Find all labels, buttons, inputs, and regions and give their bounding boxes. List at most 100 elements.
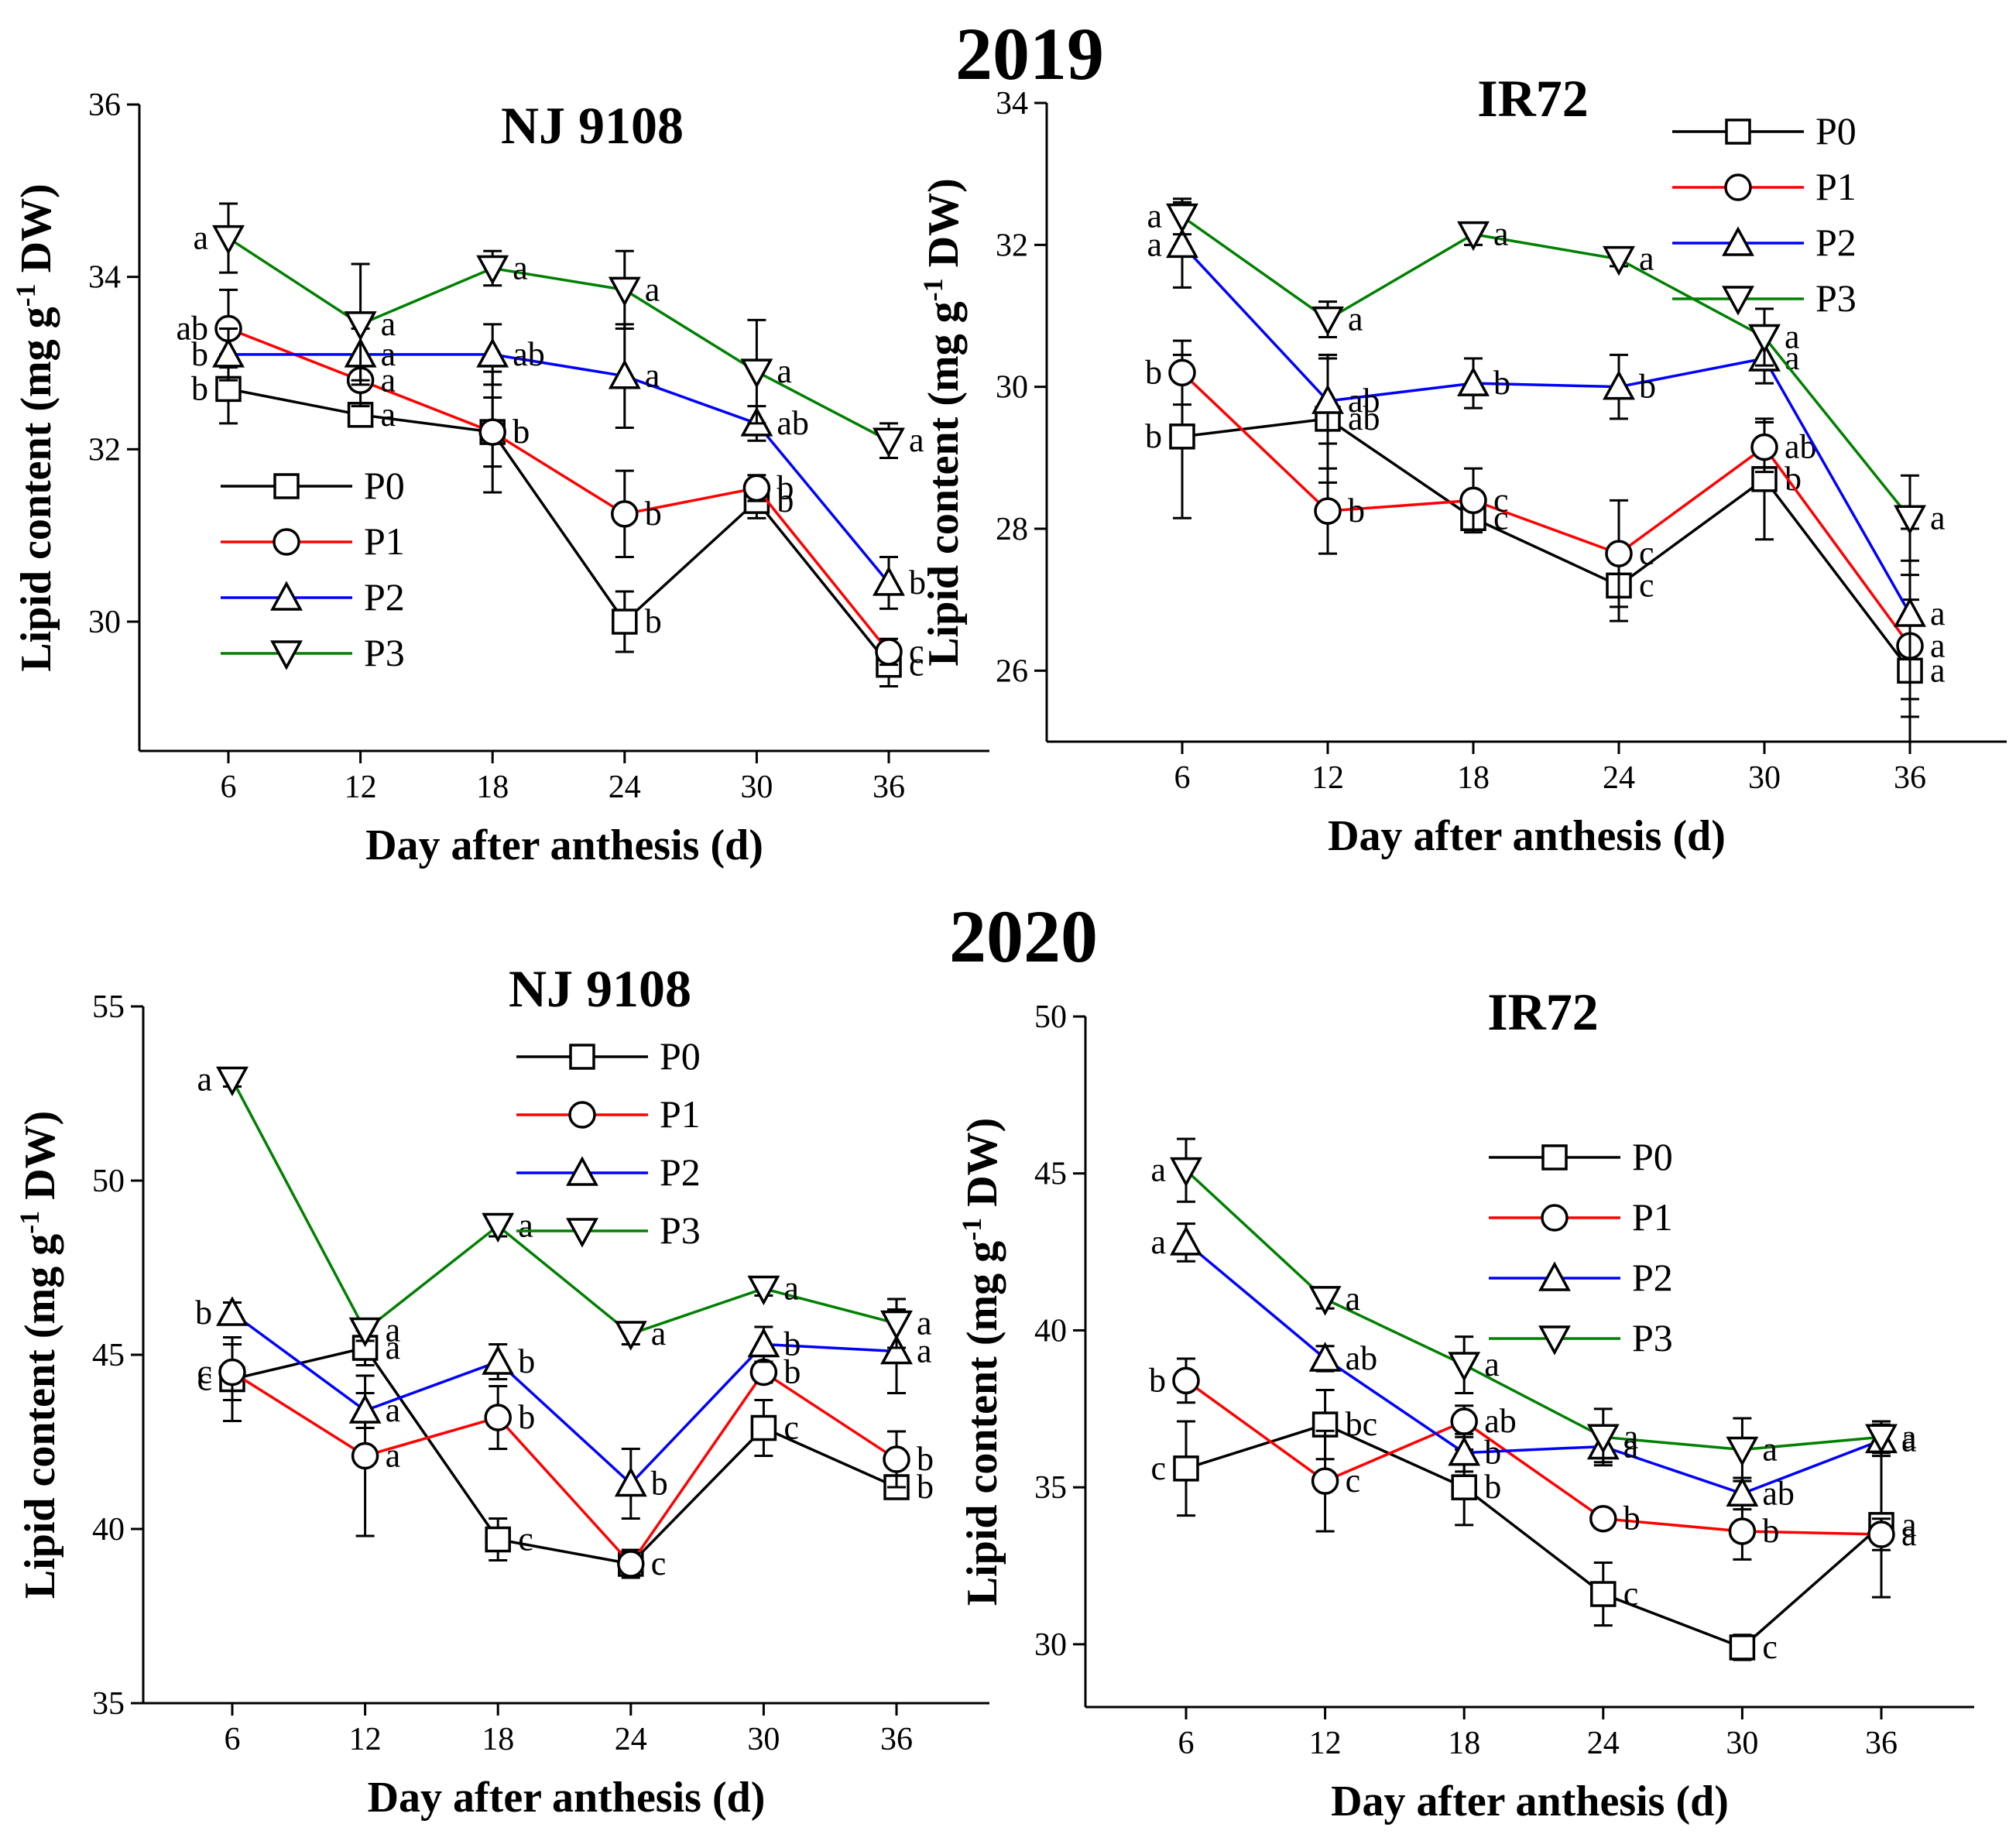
x-tick-label: 36 <box>1865 1726 1898 1761</box>
data-point-p1 <box>1867 1520 1895 1548</box>
significance-letter: b <box>777 468 794 506</box>
significance-letter: c <box>1639 566 1654 604</box>
data-point-p1 <box>742 474 771 502</box>
significance-letter: ab <box>777 404 809 442</box>
significance-letter: ab <box>1348 382 1380 420</box>
significance-letter: c <box>197 1353 212 1391</box>
significance-letter: c <box>197 1360 212 1398</box>
y-tick-label: 45 <box>92 1338 125 1373</box>
significance-letter: a <box>1930 499 1946 536</box>
data-point-p1 <box>1459 486 1487 515</box>
x-axis-label: Day after anthesis (d) <box>365 821 763 869</box>
x-tick-label: 18 <box>476 770 509 805</box>
year-title-2020: 2020 <box>949 895 1098 978</box>
legend-label-p0: P0 <box>364 464 405 507</box>
series-line-p3 <box>1185 1169 1882 1452</box>
series-line-p2 <box>228 353 890 584</box>
significance-letter: a <box>381 361 396 399</box>
legend-marker-p3 <box>270 640 303 670</box>
significance-letter: c <box>1623 1575 1639 1613</box>
y-axis-label-superscript: -1 <box>10 283 41 307</box>
data-point-p3 <box>1894 505 1926 535</box>
y-tick-label: 34 <box>88 260 121 296</box>
significance-letter: c <box>1493 481 1509 519</box>
significance-letter: b <box>1348 492 1365 530</box>
significance-letter: a <box>1346 1280 1361 1318</box>
significance-letter: a <box>1930 626 1946 664</box>
legend-marker-p0 <box>569 1044 595 1070</box>
significance-letter: c <box>651 1544 667 1582</box>
y-tick-label: 50 <box>92 1164 125 1199</box>
legend-label-p2: P2 <box>1815 221 1857 264</box>
data-point-p1 <box>478 418 506 446</box>
chart-title: NJ 9108 <box>509 959 691 1018</box>
data-point-p2 <box>880 1334 913 1365</box>
data-point-p1 <box>883 1445 910 1473</box>
data-point-p2 <box>212 338 245 368</box>
significance-letter: b <box>1639 368 1656 406</box>
data-point-p2 <box>476 338 509 368</box>
data-point-p2 <box>873 566 905 596</box>
y-tick-label: 30 <box>1034 1627 1067 1663</box>
series-line-p3 <box>228 237 890 442</box>
x-axis-label: Day after anthesis (d) <box>1328 812 1726 860</box>
y-tick-label: 35 <box>1034 1470 1067 1506</box>
significance-letter: b <box>651 1465 668 1503</box>
y-tick-label: 55 <box>92 989 125 1025</box>
data-point-p2 <box>1448 1435 1481 1466</box>
significance-letter: ab <box>1785 428 1817 466</box>
data-point-p0 <box>1729 1634 1756 1661</box>
legend-marker-p0 <box>273 473 300 499</box>
y-axis-label: Lipid content (mg g-1 DW) <box>14 1111 64 1599</box>
legend-marker-p3 <box>1722 286 1754 316</box>
significance-letter: a <box>386 1391 401 1429</box>
year-title-2019: 2019 <box>955 12 1104 95</box>
significance-letter: b <box>777 482 794 519</box>
data-point-p3 <box>344 311 377 341</box>
legend-marker-p2 <box>1538 1261 1571 1291</box>
data-point-p3 <box>1603 245 1635 276</box>
significance-letter: b <box>783 1353 801 1391</box>
x-axis-label: Day after anthesis (d) <box>1331 1777 1729 1825</box>
significance-letter: a <box>1147 225 1162 263</box>
data-point-p1 <box>1589 1504 1617 1533</box>
legend-marker-p1 <box>273 528 300 556</box>
series-line-p0 <box>231 1346 897 1565</box>
significance-letter: c <box>909 632 924 670</box>
data-point-p0 <box>612 608 638 635</box>
x-tick-label: 6 <box>221 770 237 805</box>
data-point-p1 <box>218 1358 246 1387</box>
significance-letter: b <box>645 495 662 533</box>
y-tick-label: 28 <box>996 512 1028 547</box>
data-point-p3 <box>1308 1286 1342 1316</box>
data-point-p2 <box>482 1345 515 1375</box>
data-point-p3 <box>747 1275 780 1306</box>
data-point-p2 <box>747 1327 780 1358</box>
significance-letter: a <box>1639 240 1654 278</box>
y-axis-label: Lipid content (mg g-1 DW) <box>10 183 60 671</box>
y-axis-label-superscript: -1 <box>14 1211 45 1234</box>
series-line-p0 <box>1181 417 1911 672</box>
y-tick-label: 35 <box>92 1686 125 1722</box>
significance-letter: a <box>917 1304 932 1342</box>
significance-letter: a <box>1150 1223 1166 1261</box>
significance-letter: b <box>1484 1468 1501 1506</box>
significance-letter: ab <box>1348 399 1380 437</box>
x-tick-label: 18 <box>1457 760 1490 796</box>
series-line-p1 <box>228 327 890 653</box>
chart-title: IR72 <box>1487 982 1599 1041</box>
significance-letter: b <box>191 335 208 373</box>
significance-letter: a <box>1762 1431 1778 1469</box>
legend-label-p2: P2 <box>660 1150 701 1194</box>
significance-letter: b <box>783 1325 801 1363</box>
x-tick-label: 18 <box>482 1722 514 1757</box>
y-axis-label-unit: DW) <box>958 1118 1006 1218</box>
x-tick-label: 6 <box>1178 1726 1195 1761</box>
legend-marker-p2 <box>566 1156 598 1186</box>
